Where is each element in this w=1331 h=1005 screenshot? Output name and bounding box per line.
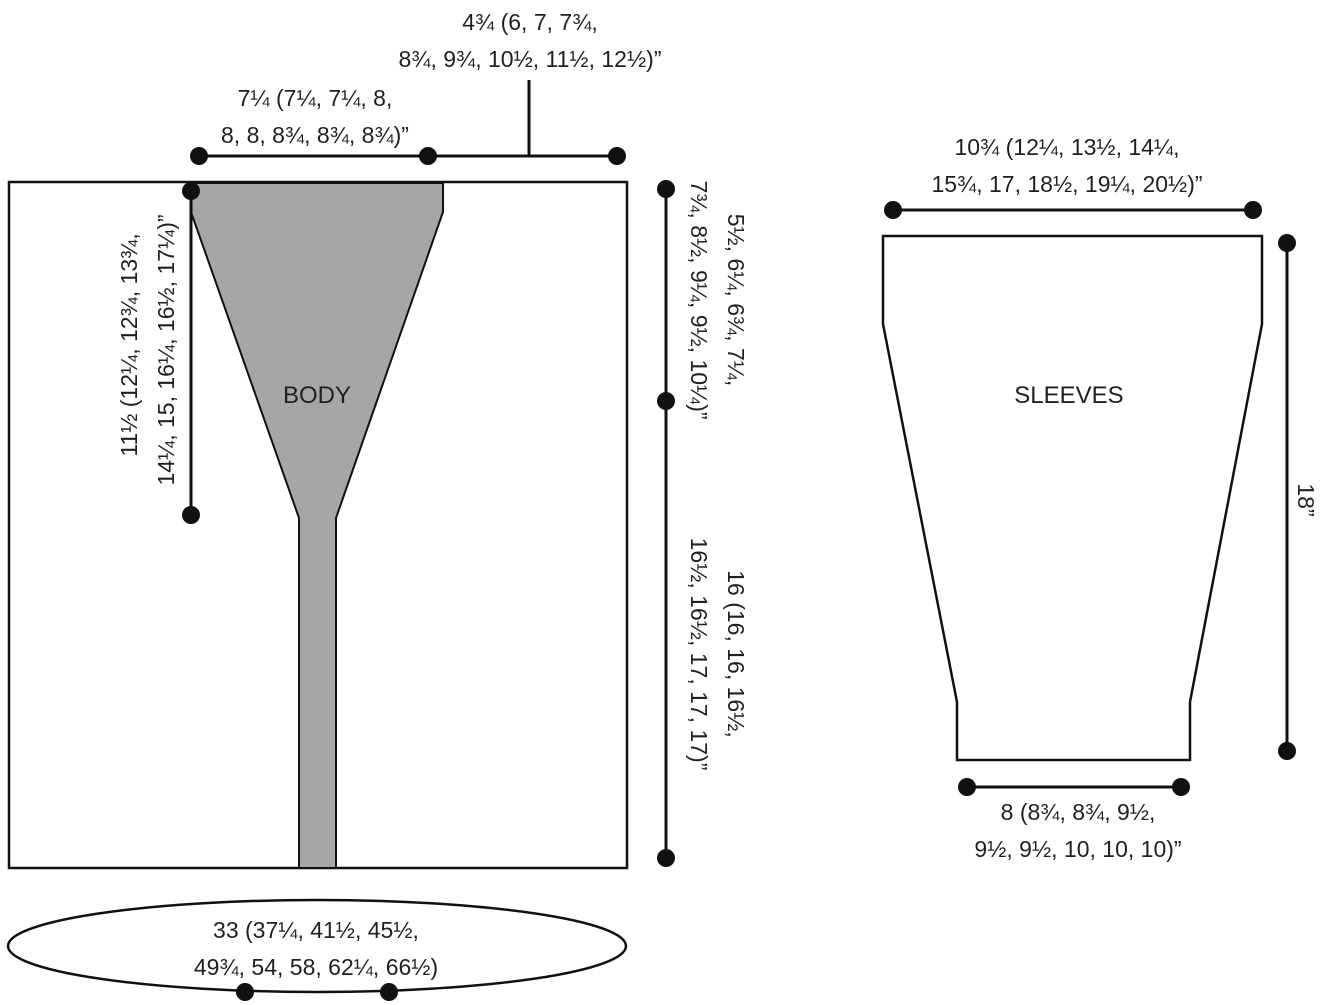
chest-circumference-label-line2: 49¾, 54, 58, 62¼, 66½) bbox=[194, 954, 438, 980]
dimension-dot bbox=[1244, 201, 1262, 219]
neck-width-label-line2: 8¾, 9¾, 10½, 11½, 12½)” bbox=[399, 46, 662, 72]
chest-circumference-label-line1: 33 (37¼, 41½, 45½, bbox=[213, 917, 419, 943]
upper-length-label-line2: 7¾, 8½, 9¼, 9½, 10¼)” bbox=[686, 180, 712, 419]
dimension-dot bbox=[657, 392, 675, 410]
sleeve-piece: SLEEVES bbox=[881, 234, 1264, 762]
sleeve-length-label: 18” bbox=[1293, 483, 1319, 516]
chest-circumference bbox=[6, 898, 628, 1001]
dimension-dot bbox=[182, 182, 200, 200]
sleeve-length-dimension bbox=[1278, 234, 1296, 760]
dimension-dot bbox=[1278, 742, 1296, 760]
length-dimension bbox=[657, 180, 675, 867]
dimension-dot bbox=[884, 201, 902, 219]
body-label: BODY bbox=[283, 382, 351, 409]
dimension-dot bbox=[182, 506, 200, 524]
dimension-dot bbox=[958, 778, 976, 796]
dimension-dot bbox=[380, 983, 398, 1001]
dimension-dot bbox=[608, 147, 626, 165]
circumference-ellipse bbox=[6, 898, 628, 994]
dimension-dot bbox=[190, 147, 208, 165]
sleeve-cuff-width-label-line2: 9½, 9½, 10, 10, 10)” bbox=[974, 836, 1181, 862]
body-piece: BODY bbox=[7, 180, 629, 870]
dimension-dot bbox=[657, 180, 675, 198]
neck-width-label-line1: 4¾ (6, 7, 7¾, bbox=[462, 9, 598, 35]
armhole-depth-label-line2: 14¼, 15, 16¼, 16½, 17¼)” bbox=[153, 214, 179, 485]
lower-length-label-line2: 16½, 16½, 17, 17, 17)” bbox=[686, 538, 712, 771]
sleeve-outline bbox=[881, 234, 1264, 762]
shoulder-width-label-line2: 8, 8, 8¾, 8¾, 8¾)” bbox=[221, 122, 409, 148]
top-dimension bbox=[190, 80, 626, 165]
dimension-dot bbox=[1278, 234, 1296, 252]
sleeve-top-dimension bbox=[884, 201, 1262, 219]
sleeve-cuff-dimension bbox=[958, 778, 1190, 796]
armhole-depth-label-line1: 11½ (12¼, 12¾, 13¾, bbox=[116, 233, 142, 456]
sleeve-cuff-width-label-line1: 8 (8¾, 8¾, 9½, bbox=[1001, 799, 1156, 825]
dimension-dot bbox=[236, 983, 254, 1001]
dimension-dot bbox=[419, 147, 437, 165]
sleeve-top-width-label-line2: 15¾, 17, 18½, 19¼, 20½)” bbox=[931, 171, 1202, 197]
shoulder-width-label-line1: 7¼ (7¼, 7¼, 8, bbox=[238, 85, 393, 111]
lower-length-label-line1: 16 (16, 16, 16½, bbox=[723, 570, 749, 738]
sleeve-label: SLEEVES bbox=[1014, 382, 1123, 409]
dimension-dot bbox=[657, 849, 675, 867]
armhole-dimension bbox=[182, 182, 200, 524]
sleeve-top-width-label-line1: 10¾ (12¼, 13½, 14¼, bbox=[954, 134, 1179, 160]
body-shaded-panel bbox=[188, 182, 444, 869]
dimension-dot bbox=[1172, 778, 1190, 796]
upper-length-label-line1: 5½, 6¼, 6¾, 7¼, bbox=[723, 214, 749, 387]
